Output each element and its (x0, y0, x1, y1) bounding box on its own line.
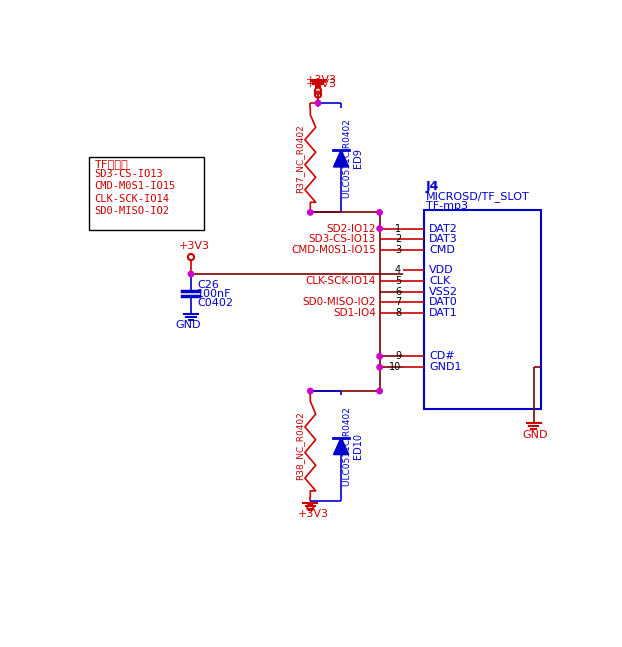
Text: 10: 10 (389, 362, 401, 372)
Text: 6: 6 (395, 287, 401, 297)
Text: +3V3: +3V3 (298, 509, 329, 518)
Text: TF-mp3: TF-mp3 (426, 201, 468, 210)
Text: SD0-MISO-IO2: SD0-MISO-IO2 (95, 206, 170, 216)
Text: CMD: CMD (429, 245, 455, 255)
Text: SD2-IO12: SD2-IO12 (327, 224, 376, 234)
Bar (424, 210, 541, 409)
Text: CD#: CD# (429, 351, 455, 362)
Text: 3: 3 (395, 245, 401, 255)
Text: DAT1: DAT1 (429, 308, 458, 318)
Text: 8: 8 (395, 308, 401, 318)
Text: R38_NC_R0402: R38_NC_R0402 (295, 411, 304, 481)
Text: TF卡接法: TF卡接法 (95, 159, 129, 169)
Polygon shape (333, 150, 349, 167)
Text: C0402: C0402 (197, 298, 233, 309)
Text: GND: GND (175, 320, 201, 330)
Polygon shape (333, 437, 349, 455)
Text: C26: C26 (197, 280, 219, 290)
Text: ED9: ED9 (353, 149, 363, 168)
Text: SD3-CS-IO13: SD3-CS-IO13 (95, 169, 164, 179)
Text: 9: 9 (395, 351, 401, 362)
Text: 100nF: 100nF (197, 289, 231, 299)
Text: 2: 2 (395, 234, 401, 245)
Text: SD0-MISO-IO2: SD0-MISO-IO2 (302, 298, 376, 307)
Text: 4: 4 (395, 265, 401, 275)
Text: GND: GND (523, 430, 549, 440)
Text: +3V3: +3V3 (305, 75, 337, 85)
Text: SD1-IO4: SD1-IO4 (333, 308, 376, 318)
Circle shape (315, 100, 321, 105)
Text: CMD-M0S1-IO15: CMD-M0S1-IO15 (95, 181, 176, 192)
Text: DAT2: DAT2 (429, 224, 458, 234)
Circle shape (308, 388, 313, 394)
Text: ULC0511C R0402: ULC0511C R0402 (343, 119, 352, 198)
Text: CLK-SCK-IO14: CLK-SCK-IO14 (305, 276, 376, 286)
Circle shape (377, 354, 383, 359)
Text: 1: 1 (395, 224, 401, 234)
Text: +3V3: +3V3 (179, 241, 210, 251)
Text: CLK: CLK (429, 276, 450, 286)
Text: R37_NC_R0402: R37_NC_R0402 (295, 124, 304, 193)
Circle shape (377, 388, 383, 394)
Text: GND1: GND1 (429, 362, 462, 372)
Bar (88, 157, 204, 230)
Text: DAT0: DAT0 (429, 298, 458, 307)
Text: VDD: VDD (429, 265, 453, 275)
Text: VSS2: VSS2 (429, 287, 458, 297)
Circle shape (377, 364, 383, 370)
Circle shape (308, 210, 313, 215)
Text: CLK-SCK-IO14: CLK-SCK-IO14 (95, 193, 170, 204)
Circle shape (188, 271, 193, 277)
Text: MICROSD/TF_SLOT: MICROSD/TF_SLOT (426, 192, 529, 203)
Circle shape (377, 226, 383, 231)
Text: ED10: ED10 (353, 433, 363, 459)
Text: SD3-CS-IO13: SD3-CS-IO13 (309, 234, 376, 245)
Text: 5: 5 (395, 276, 401, 286)
Text: +3V3: +3V3 (305, 79, 337, 89)
Circle shape (377, 210, 383, 215)
Text: ULC0511C R0402: ULC0511C R0402 (343, 407, 352, 485)
Text: DAT3: DAT3 (429, 234, 458, 245)
Text: CMD-M0S1-IO15: CMD-M0S1-IO15 (291, 245, 376, 255)
Text: J4: J4 (426, 180, 439, 193)
Text: 7: 7 (395, 298, 401, 307)
